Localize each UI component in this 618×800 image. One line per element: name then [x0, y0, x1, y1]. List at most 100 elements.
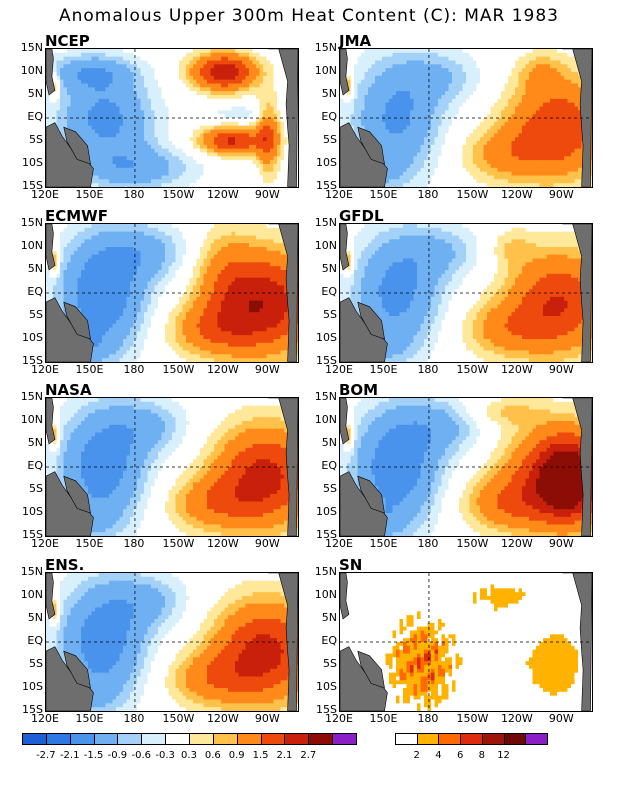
heatmap-cell: [98, 110, 103, 115]
heatmap-cell: [396, 156, 401, 161]
heatmap-cell: [420, 68, 425, 73]
heatmap-cell: [266, 87, 271, 92]
heatmap-cell: [284, 160, 289, 165]
heatmap-cell: [151, 49, 156, 54]
heatmap-cell: [119, 106, 124, 111]
heatmap-cell: [277, 64, 282, 69]
heatmap-cell: [441, 60, 446, 65]
heatmap-cell: [245, 129, 250, 134]
heatmap-cell: [70, 95, 75, 100]
heatmap-cell: [452, 102, 457, 108]
heatmap-cell: [186, 91, 191, 96]
heatmap-cell: [256, 79, 261, 85]
heatmap-cell: [403, 160, 408, 165]
heatmap-cell: [228, 102, 233, 108]
heatmap-cell: [210, 98, 215, 104]
heatmap-cell: [172, 121, 177, 127]
heatmap-cell: [210, 121, 215, 127]
heatmap-cell: [487, 72, 492, 77]
heatmap-cell: [417, 129, 422, 134]
heatmap-cell: [424, 144, 429, 150]
heatmap-cell: [77, 133, 82, 138]
heatmap-cell: [105, 156, 110, 161]
heatmap-cell: [137, 160, 142, 165]
heatmap-cell: [182, 129, 187, 134]
heatmap-cell: [487, 137, 492, 142]
heatmap-cell: [511, 148, 516, 154]
heatmap-cell: [501, 95, 506, 100]
heatmap-cell: [392, 133, 397, 138]
heatmap-cell: [256, 171, 261, 177]
heatmap-cell: [382, 156, 387, 161]
heatmap-cell: [389, 141, 394, 146]
heatmap-cell: [518, 118, 523, 123]
heatmap-cell: [259, 144, 264, 150]
heatmap-cell: [399, 91, 404, 96]
heatmap-cell: [168, 118, 173, 123]
heatmap-cell: [368, 106, 373, 111]
heatmap-cell: [399, 52, 404, 58]
heatmap-cell: [217, 160, 222, 165]
heatmap-cell: [476, 148, 481, 154]
heatmap-cell: [277, 87, 282, 92]
heatmap-cell: [392, 160, 397, 165]
heatmap-cell: [354, 106, 359, 111]
heatmap-cell: [459, 79, 464, 85]
heatmap-cell: [109, 133, 114, 138]
heatmap-cell: [235, 118, 240, 123]
heatmap-cell: [214, 110, 219, 115]
heatmap-cell: [112, 141, 117, 146]
heatmap-cell: [88, 87, 93, 92]
heatmap-cell: [259, 87, 264, 92]
heatmap-cell: [389, 156, 394, 161]
heatmap-cell: [217, 156, 222, 161]
heatmap-cell: [511, 121, 516, 127]
heatmap-cell: [462, 141, 467, 146]
heatmap-cell: [186, 167, 191, 173]
heatmap-cell: [130, 91, 135, 96]
heatmap-cell: [151, 87, 156, 92]
heatmap-cell: [469, 64, 474, 69]
heatmap-cell: [266, 60, 271, 65]
heatmap-cell: [494, 68, 499, 73]
heatmap-cell: [557, 171, 562, 177]
heatmap-cell: [490, 87, 495, 92]
heatmap-cell: [368, 114, 373, 119]
heatmap-cell: [452, 60, 457, 65]
heatmap-cell: [452, 144, 457, 150]
heatmap-cell: [431, 56, 436, 62]
heatmap-cell: [200, 121, 205, 127]
heatmap-cell: [396, 114, 401, 119]
heatmap-cell: [532, 171, 537, 177]
heatmap-cell: [270, 75, 275, 81]
heatmap-cell: [53, 60, 58, 65]
heatmap-cell: [487, 91, 492, 96]
heatmap-cell: [476, 121, 481, 127]
heatmap-cell: [564, 125, 569, 131]
heatmap-cell: [420, 118, 425, 123]
heatmap-cell: [165, 114, 170, 119]
heatmap-cell: [392, 167, 397, 173]
heatmap-cell: [182, 125, 187, 131]
heatmap-cell: [518, 102, 523, 108]
heatmap-cell: [263, 110, 268, 115]
heatmap-cell: [154, 106, 159, 111]
heatmap-cell: [140, 114, 145, 119]
heatmap-cell: [189, 121, 194, 127]
heatmap-cell: [193, 102, 198, 108]
heatmap-cell: [144, 133, 149, 138]
heatmap-cell: [539, 156, 544, 161]
heatmap-cell: [557, 137, 562, 142]
heatmap-cell: [235, 179, 240, 184]
heatmap-cell: [515, 102, 520, 108]
heatmap-cell: [161, 79, 166, 85]
heatmap-cell: [501, 156, 506, 161]
heatmap-cell: [217, 95, 222, 100]
heatmap-cell: [546, 106, 551, 111]
heatmap-cell: [518, 133, 523, 138]
heatmap-cell: [378, 79, 383, 85]
heatmap-cell: [105, 98, 110, 104]
heatmap-cell: [252, 79, 257, 85]
heatmap-cell: [217, 164, 222, 169]
heatmap-cell: [217, 171, 222, 177]
